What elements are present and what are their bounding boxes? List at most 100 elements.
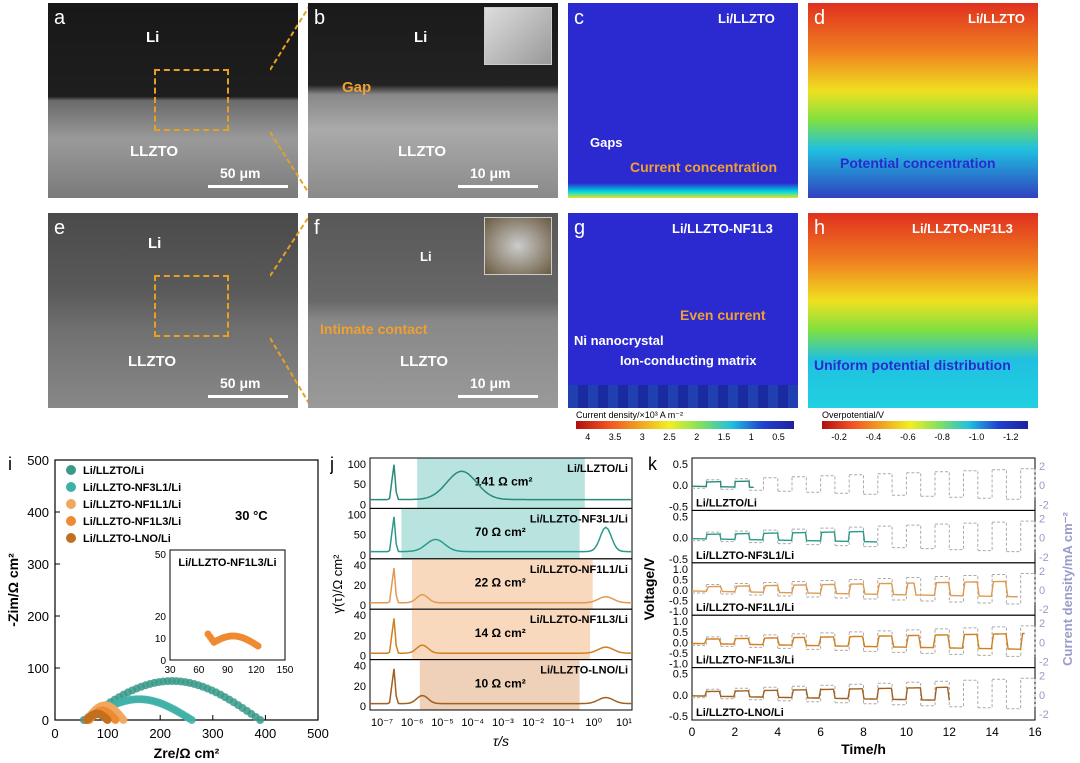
x-tick-label: 12 [943,725,957,739]
resistance-value: 141 Ω cm² [475,475,533,489]
drt-curve [370,516,632,553]
y-tick-label: 50 [354,530,366,542]
data-point [111,716,120,724]
panel-letter: k [648,454,658,474]
y2-tick-label: 2 [1039,513,1045,525]
x-tick-label: 10⁻⁶ [401,717,424,729]
data-point [119,716,128,724]
voltage-curve [692,480,754,488]
row-label: Li/LLZTO/Li [567,463,628,475]
y2-tick-label: 2 [1039,671,1045,683]
potential-colorbar-label: Overpotential/V [822,410,885,420]
row-label: Li/LLZTO-NF1L1/Li [530,564,628,576]
bottom-bumps [568,385,798,408]
y2-tick-label: -2 [1039,499,1049,511]
x-tick-label: 6 [817,725,824,739]
cell-photo [484,7,552,65]
inset-x-tick: 30 [164,665,176,676]
row-label: Li/LLZTO-NF3L1/Li [530,513,628,525]
tick: 0.5 [772,432,785,442]
row-label: Li/LLZTO-NF1L1/Li [696,602,794,614]
y-tick-label: 400 [27,505,49,520]
even-current-annot: Even current [680,307,766,323]
zoom-box [154,275,229,337]
legend-label: Li/LLZTO-NF1L1/Li [83,499,181,511]
y-tick-label: 20 [354,580,366,592]
inset-point [254,642,262,650]
tick: -0.6 [900,432,916,442]
y2-axis-label: Current density/mA cm⁻² [1060,511,1075,665]
zoom-connector [270,4,311,196]
y-tick-label: 0.0 [673,585,688,597]
x-tick-label: 100 [97,726,119,741]
inset-x-tick: 150 [277,665,294,676]
x-tick-label: 0 [51,726,58,741]
cell-photo [484,217,552,275]
matrix-label: Ion-conducting matrix [620,353,757,368]
inset-x-tick: 120 [248,665,265,676]
y-tick-label: 0 [42,713,49,728]
y-tick-label: 0.0 [673,533,688,545]
tick: 4 [585,432,591,442]
llzto-label: LLZTO [398,143,447,160]
inset-y-tick: 20 [155,612,167,623]
y-tick-label: 200 [27,609,49,624]
y-axis-label: -Zim/Ω cm² [5,553,21,627]
panel-letter: c [574,7,584,29]
x-tick-label: 10⁻² [522,717,544,729]
legend-label: Li/LLZTO-NF1L3/Li [83,516,181,528]
data-point [256,716,265,724]
x-axis-label: Time/h [841,741,886,757]
y-tick-label: 0.5 [673,511,688,523]
panel-letter: a [54,7,66,29]
y-tick-label: 500 [27,453,49,468]
tick: -0.4 [865,432,882,442]
x-tick-label: 0 [689,725,696,739]
zoom-box [154,69,229,131]
legend-marker [66,482,76,492]
li-label: Li [148,235,162,252]
y-tick-label: 0 [360,701,366,713]
tick: 3 [639,432,645,442]
y-tick-label: 20 [354,681,366,693]
drt-curve [370,464,632,501]
shaded-region [401,508,580,559]
legend-marker [66,516,76,526]
panel-letter: e [54,217,66,239]
legend-label: Li/LLZTO/Li [83,465,144,477]
voltage-curve [692,530,878,543]
current-profile [692,468,1036,500]
drt-chart: j Li/LLZTO/Li 141 Ω cm² 0 50 100 Li/LLZTO-NF3L… [330,454,633,749]
y-tick-label: 0.0 [673,637,688,649]
y-axis-label: γ(τ)/Ω cm² [330,554,345,614]
voltage-curve [692,686,950,701]
subplot-frame [691,667,1036,721]
tick: -0.8 [934,432,950,442]
y-tick-label: 0.5 [673,669,688,681]
y-tick-label: 0 [360,600,366,612]
y2-tick-label: 0 [1039,585,1045,597]
y-tick-label: 40 [354,661,366,673]
sim-panel-c: c Li/LLZTO Gaps Current concentration [568,3,798,198]
contact-label: Intimate contact [320,321,428,337]
y-tick-label: 1.0 [673,564,688,576]
sim-panel-g: g Li/LLZTO-NF1L3 Even current Ni nanocry… [568,213,798,408]
y-tick-label: 20 [354,630,366,642]
scale-label: 10 μm [470,165,511,181]
y-tick-label: 40 [354,610,366,622]
y2-tick-label: 0 [1039,533,1045,545]
tick: 2.5 [663,432,676,442]
shaded-region [419,659,580,710]
scale-bar [458,395,538,398]
scale-bar [208,395,288,398]
x-tick-label: 10⁻³ [492,717,514,729]
x-tick-label: 8 [860,725,867,739]
x-tick-label: 14 [985,725,999,739]
x-tick-label: 2 [732,725,739,739]
y2-tick-label: -2 [1039,709,1049,721]
y-tick-label: -0.5 [669,711,688,723]
y-tick-label: 50 [354,479,366,491]
x-tick-label: 10⁻¹ [553,717,575,729]
bottom-gradient [568,183,798,198]
